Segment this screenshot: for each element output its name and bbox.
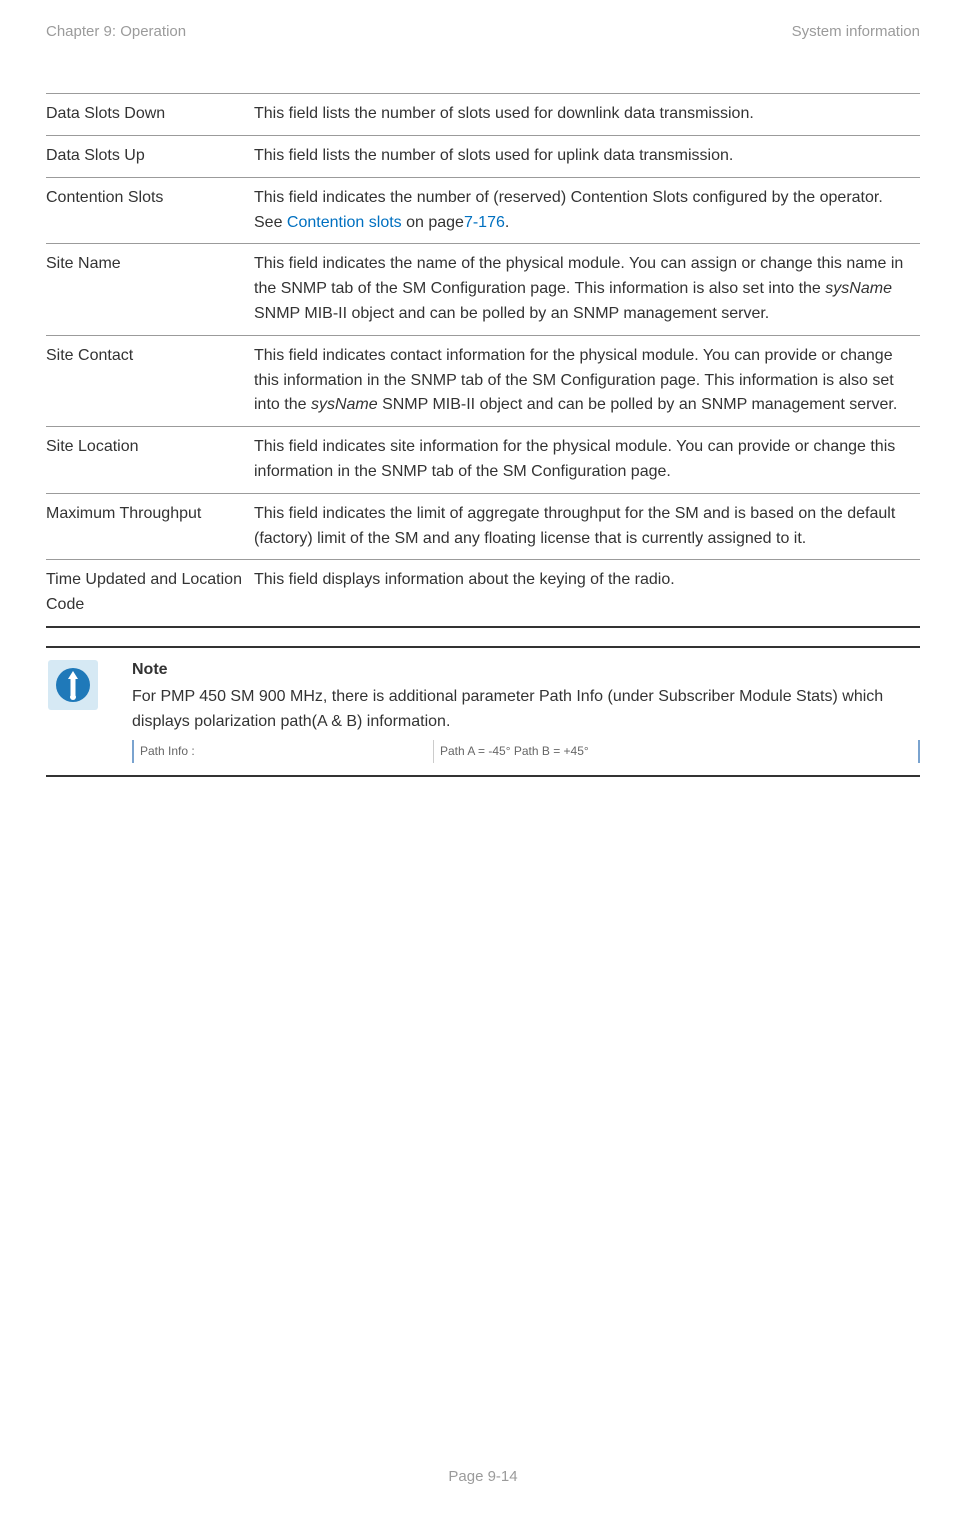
definitions-table: Data Slots DownThis field lists the numb…	[46, 93, 920, 628]
path-info-value: Path A = -45° Path B = +45°	[434, 740, 918, 763]
note-title: Note	[132, 658, 920, 683]
desc-cell: This field displays information about th…	[254, 560, 920, 627]
desc-cell: This field indicates the limit of aggreg…	[254, 493, 920, 560]
text-run: SNMP MIB-II object and can be polled by …	[254, 305, 769, 322]
term-cell: Data Slots Up	[46, 136, 254, 178]
path-info-row: Path Info : Path A = -45° Path B = +45°	[132, 740, 920, 763]
text-run: on page	[402, 214, 464, 231]
desc-cell: This field indicates the name of the phy…	[254, 244, 920, 335]
table-row: Site ContactThis field indicates contact…	[46, 335, 920, 426]
table-row: Data Slots UpThis field lists the number…	[46, 136, 920, 178]
term-cell: Site Location	[46, 427, 254, 494]
link-text: 7-176	[464, 214, 505, 231]
desc-cell: This field lists the number of slots use…	[254, 94, 920, 136]
text-run: .	[505, 214, 509, 231]
italic-text: sysName	[825, 280, 892, 297]
link-text: Contention slots	[287, 214, 402, 231]
table-row: Data Slots DownThis field lists the numb…	[46, 94, 920, 136]
text-run: This field indicates site information fo…	[254, 438, 895, 480]
page-footer: Page 9-14	[0, 1465, 966, 1488]
table-row: Contention SlotsThis field indicates the…	[46, 177, 920, 244]
text-run: This field indicates the name of the phy…	[254, 255, 903, 297]
header-left: Chapter 9: Operation	[46, 20, 186, 43]
term-cell: Maximum Throughput	[46, 493, 254, 560]
text-run: This field indicates the limit of aggreg…	[254, 505, 895, 547]
table-row: Maximum ThroughputThis field indicates t…	[46, 493, 920, 560]
desc-cell: This field indicates the number of (rese…	[254, 177, 920, 244]
desc-cell: This field indicates contact information…	[254, 335, 920, 426]
note-block: Note For PMP 450 SM 900 MHz, there is ad…	[46, 646, 920, 777]
term-cell: Data Slots Down	[46, 94, 254, 136]
text-run: This field displays information about th…	[254, 571, 675, 588]
term-cell: Time Updated and Location Code	[46, 560, 254, 627]
path-info-label: Path Info :	[134, 740, 434, 763]
table-row: Time Updated and Location CodeThis field…	[46, 560, 920, 627]
text-run: This field lists the number of slots use…	[254, 105, 754, 122]
text-run: SNMP MIB-II object and can be polled by …	[378, 396, 898, 413]
table-row: Site NameThis field indicates the name o…	[46, 244, 920, 335]
header-right: System information	[792, 20, 920, 43]
table-row: Site LocationThis field indicates site i…	[46, 427, 920, 494]
text-run: This field lists the number of slots use…	[254, 147, 733, 164]
note-icon	[48, 660, 98, 710]
desc-cell: This field lists the number of slots use…	[254, 136, 920, 178]
term-cell: Contention Slots	[46, 177, 254, 244]
note-text: For PMP 450 SM 900 MHz, there is additio…	[132, 685, 920, 735]
page-header: Chapter 9: Operation System information	[46, 20, 920, 43]
italic-text: sysName	[311, 396, 378, 413]
desc-cell: This field indicates site information fo…	[254, 427, 920, 494]
term-cell: Site Contact	[46, 335, 254, 426]
term-cell: Site Name	[46, 244, 254, 335]
